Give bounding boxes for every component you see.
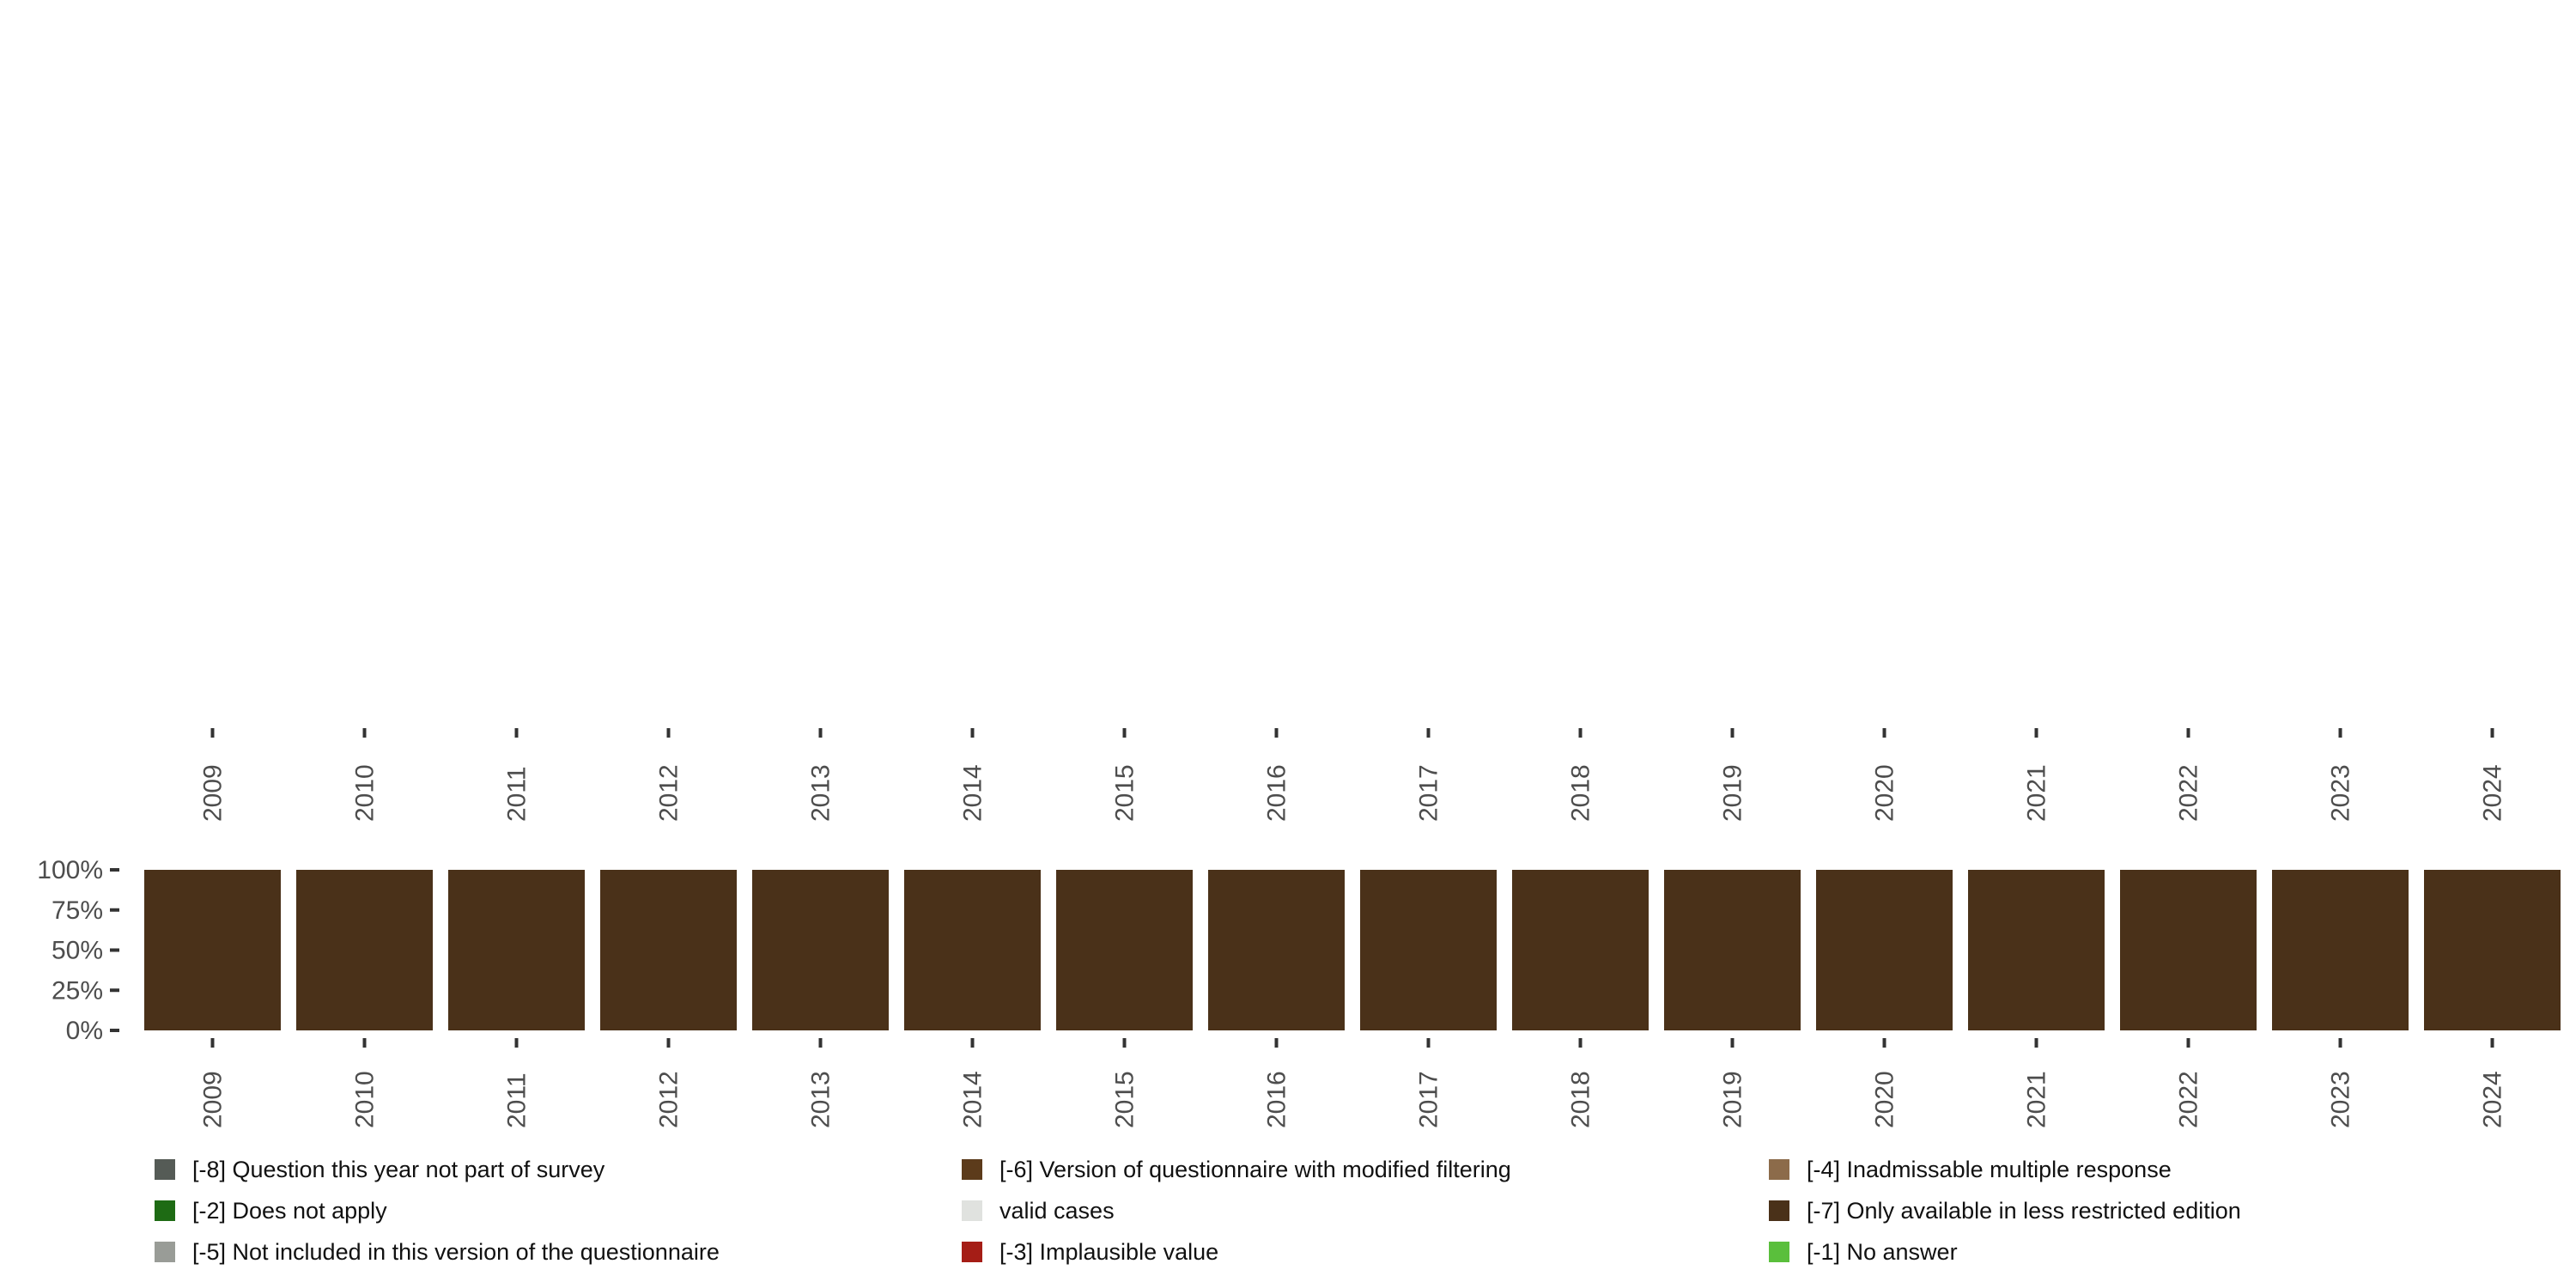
legend-swatch: [962, 1159, 982, 1180]
legend-label: [-6] Version of questionnaire with modif…: [999, 1157, 1511, 1182]
legend-label: [-8] Question this year not part of surv…: [192, 1157, 605, 1182]
bar-segment: [1664, 870, 1801, 1030]
x-tick-label-bottom: 2020: [1871, 1071, 1899, 1128]
y-tick-label: 50%: [52, 937, 103, 965]
x-tick-label-bottom: 2015: [1111, 1071, 1139, 1128]
legend-swatch: [962, 1242, 982, 1262]
legend-swatch: [1769, 1200, 1789, 1221]
x-tick-label-top: 2023: [2327, 764, 2355, 822]
x-tick-label-bottom: 2024: [2479, 1071, 2507, 1128]
x-tick-label-top: 2014: [959, 764, 987, 822]
legend-swatch: [962, 1200, 982, 1221]
bar-segment: [2272, 870, 2409, 1030]
legend-label: [-4] Inadmissable multiple response: [1807, 1157, 2172, 1182]
y-tick-label: 0%: [66, 1017, 103, 1045]
x-tick-label-top: 2021: [2023, 764, 2051, 822]
bar-segment: [752, 870, 889, 1030]
x-tick-label-top: 2013: [807, 764, 835, 822]
legend-item: [-1] No answer: [1769, 1238, 1958, 1266]
x-tick-label-bottom: 2016: [1263, 1071, 1291, 1128]
x-tick-label-bottom: 2010: [351, 1071, 380, 1128]
x-tick-label-top: 2019: [1719, 764, 1747, 822]
x-tick-label-top: 2011: [503, 766, 532, 822]
x-tick-label-top: 2020: [1871, 764, 1899, 822]
x-tick-label-bottom: 2021: [2023, 1071, 2051, 1128]
legend-label: [-3] Implausible value: [999, 1239, 1219, 1265]
legend-swatch: [1769, 1242, 1789, 1262]
x-tick-label-top: 2022: [2175, 764, 2203, 822]
bar-segment: [1968, 870, 2105, 1030]
x-tick-label-bottom: 2022: [2175, 1071, 2203, 1128]
bar-segment: [600, 870, 737, 1030]
legend-label: [-5] Not included in this version of the…: [192, 1239, 720, 1265]
x-tick-label-top: 2016: [1263, 764, 1291, 822]
y-tick-label: 100%: [37, 856, 103, 884]
bar-segment: [2424, 870, 2561, 1030]
x-tick-label-top: 2017: [1415, 764, 1443, 822]
x-tick-label-top: 2015: [1111, 764, 1139, 822]
x-tick-label-bottom: 2018: [1567, 1071, 1595, 1128]
bar-segment: [1056, 870, 1193, 1030]
legend-item: [-6] Version of questionnaire with modif…: [962, 1156, 1511, 1183]
x-tick-label-top: 2012: [655, 764, 683, 822]
y-tick-label: 75%: [52, 896, 103, 925]
bar-segment: [1816, 870, 1953, 1030]
legend-label: valid cases: [999, 1198, 1115, 1224]
legend-swatch: [155, 1242, 175, 1262]
legend-label: [-2] Does not apply: [192, 1198, 387, 1224]
x-tick-label-top: 2010: [351, 764, 380, 822]
bar-segment: [296, 870, 433, 1030]
legend-item: [-4] Inadmissable multiple response: [1769, 1156, 2172, 1183]
x-tick-label-bottom: 2017: [1415, 1071, 1443, 1128]
x-tick-label-bottom: 2009: [199, 1071, 228, 1128]
legend-item: [-7] Only available in less restricted e…: [1769, 1197, 2241, 1224]
bar-segment: [1360, 870, 1497, 1030]
x-tick-label-bottom: 2023: [2327, 1071, 2355, 1128]
bar-segment: [448, 870, 585, 1030]
legend-item: [-8] Question this year not part of surv…: [155, 1156, 605, 1183]
y-tick-label: 25%: [52, 976, 103, 1005]
x-tick-label-top: 2018: [1567, 764, 1595, 822]
x-tick-label-top: 2009: [199, 764, 228, 822]
legend-item: valid cases: [962, 1197, 1115, 1224]
legend-item: [-5] Not included in this version of the…: [155, 1238, 720, 1266]
legend-swatch: [1769, 1159, 1789, 1180]
x-tick-label-bottom: 2012: [655, 1071, 683, 1128]
bar-segment: [1512, 870, 1649, 1030]
legend-item: [-2] Does not apply: [155, 1197, 387, 1224]
x-tick-label-bottom: 2014: [959, 1071, 987, 1128]
legend-item: [-3] Implausible value: [962, 1238, 1218, 1266]
bar-segment: [904, 870, 1041, 1030]
legend-swatch: [155, 1200, 175, 1221]
x-tick-label-bottom: 2013: [807, 1071, 835, 1128]
legend-label: [-7] Only available in less restricted e…: [1807, 1198, 2241, 1224]
x-tick-label-bottom: 2019: [1719, 1071, 1747, 1128]
x-tick-label-top: 2024: [2479, 764, 2507, 822]
x-tick-label-bottom: 2011: [503, 1072, 532, 1128]
bar-segment: [1208, 870, 1345, 1030]
legend-label: [-1] No answer: [1807, 1239, 1958, 1265]
legend-swatch: [155, 1159, 175, 1180]
bar-segment: [2120, 870, 2257, 1030]
bar-segment: [144, 870, 281, 1030]
